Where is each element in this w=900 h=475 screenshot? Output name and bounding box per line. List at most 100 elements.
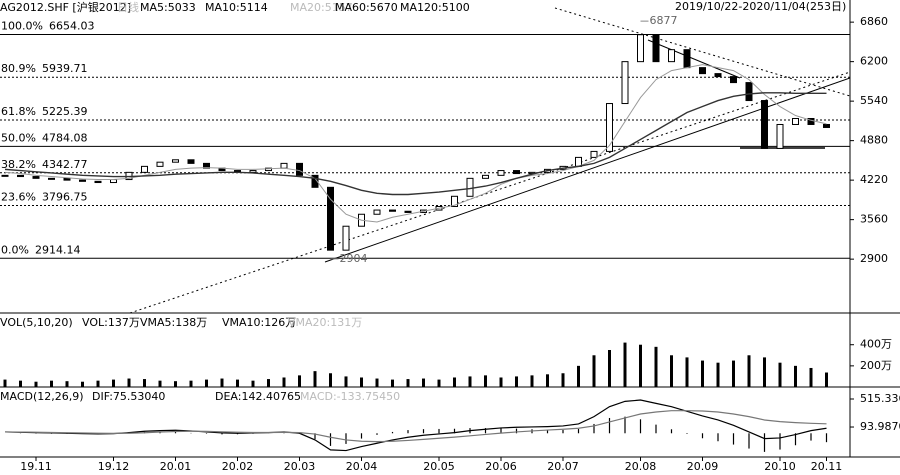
candle [404,210,412,213]
volume-bar [608,350,611,387]
candle [668,49,675,63]
candle [327,186,334,251]
volume-bar [577,365,580,387]
volume-bar [96,380,100,387]
y-tick-label: 200万 [860,359,892,372]
macd-bar [794,433,797,446]
candle [637,34,644,63]
y-tick-label: 5540 [860,94,888,107]
macd-bar [701,433,704,439]
series-line [4,92,827,196]
volume-bar [825,372,828,387]
x-tick-label: 20.05 [423,460,455,473]
x-tick-label: 20.06 [485,460,517,473]
volume-bar [453,377,456,387]
y-tick-label: 400万 [860,338,892,351]
indicator-label: VOL(5,10,20) [0,316,73,329]
macd-bar [205,433,208,434]
volume-bar [654,346,658,387]
fib-value: 2914.14 [35,243,81,256]
macd-bar [407,430,409,434]
macd-bar [562,429,564,434]
y-tick-label: 2900 [860,252,888,265]
macd-bar [546,429,549,434]
volume-bar [174,381,177,387]
volume-bar [515,376,518,387]
volume-bar [422,378,425,387]
volume-bar [530,375,534,387]
fib-label: 23.6% [1,190,36,203]
candle [652,34,660,63]
macd-bar [577,429,580,434]
candle [1,174,9,177]
volume-bar [701,360,704,387]
volume-bar [437,379,441,387]
indicator-label: VMA10:126万 [222,316,296,329]
candle [497,170,505,176]
volume-bar [360,377,363,387]
volume-bar [639,344,642,387]
macd-bar [438,428,440,434]
macd-bar [639,419,642,434]
candle [249,170,257,173]
fib-label: 100.0% [1,19,43,32]
candle [699,67,706,75]
fib-value: 3796.75 [42,190,88,203]
volume-bar [484,375,487,387]
candle [513,170,520,175]
candle [94,180,102,184]
candle [203,162,210,169]
candle [342,225,350,251]
candle [590,150,598,158]
indicator-label: DIF:75.53040 [92,390,165,403]
candle [141,165,148,173]
y-tick-label: 6860 [860,15,888,28]
volume-bar [716,362,720,387]
date-range: 2019/10/22-2020/11/04(253日) [675,0,846,13]
macd-bar [608,417,611,434]
indicator-label: MACD:-133.75450 [300,390,400,403]
volume-bar [282,377,286,387]
macd-bar [670,429,673,434]
macd-bar [376,433,378,435]
macd-bar [391,431,394,434]
volume-bar [329,373,332,387]
x-tick-label: 20.11 [811,460,843,473]
candle [823,123,830,128]
chart-subtitle: 日线 [117,0,139,14]
volume-bar [127,378,131,387]
fib-value: 5225.39 [42,105,88,118]
candle [730,76,737,84]
candle [63,177,71,181]
macd-bar [329,433,332,446]
candle [389,209,396,212]
trend-line [554,7,850,97]
candle [172,159,179,163]
fib-label: 50.0% [1,131,36,144]
annotation: 6877 [650,14,678,27]
indicator-label: MA120:5100 [400,1,470,14]
x-tick-label: 19.11 [20,460,52,473]
candle [606,103,613,152]
macd-bar [624,416,626,434]
indicator-label: VOL:137万 [82,316,140,329]
volume-bar [267,379,270,387]
fib-label: 0.0% [1,243,29,256]
volume-bar [298,375,301,387]
volume-bar [34,381,38,387]
candle [32,176,40,179]
chart-title: AG2012.SHF [沪银2012] [0,0,131,14]
candle [156,161,164,167]
fib-label: 38.2% [1,158,36,171]
annotation: 2904 [340,252,368,265]
indicator-label: MACD(12,26,9) [0,390,84,403]
trend-line [647,39,741,79]
fib-value: 4342.77 [42,158,88,171]
y-tick-label: 515.3360 [860,392,900,405]
macd-bar [221,433,223,435]
candle [17,174,24,178]
volume-bar [763,357,766,387]
volume-bar [344,376,348,387]
volume-bar [251,380,255,387]
macd-bar [345,433,347,444]
